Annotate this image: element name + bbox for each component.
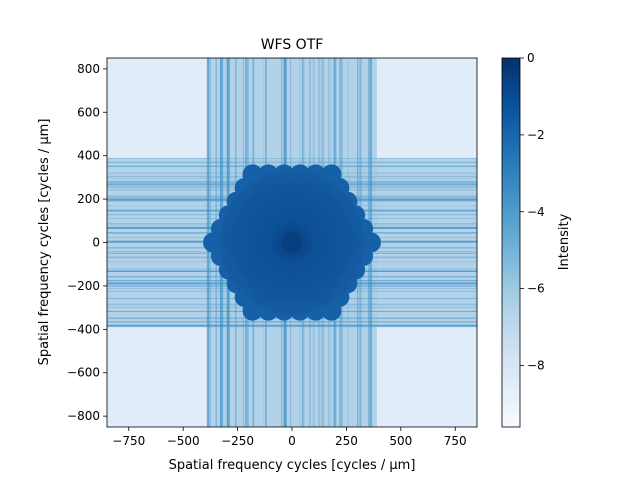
colorbar-gradient	[501, 57, 521, 428]
otf-center-peak	[282, 232, 302, 253]
x-axis: −750 −500 −250 0 250 500 750	[112, 427, 467, 448]
colorbar-label: Intensity	[557, 213, 572, 270]
colorbar: 0 −2 −4 −6 −8 Intensity	[501, 51, 572, 428]
y-tick-label: 600	[77, 105, 100, 119]
y-tick-label: −200	[67, 279, 100, 293]
colorbar-tick-label: −6	[527, 282, 545, 296]
y-tick-label: −800	[67, 409, 100, 423]
colorbar-ticks: 0 −2 −4 −6 −8	[520, 51, 545, 373]
y-tick-label: 400	[77, 149, 100, 163]
plot-area	[107, 58, 477, 427]
colorbar-tick-label: −2	[527, 128, 545, 142]
y-tick-label: 200	[77, 192, 100, 206]
chart-title: WFS OTF	[261, 37, 324, 53]
colorbar-tick-label: −8	[527, 359, 545, 373]
y-tick-label: 800	[77, 62, 100, 76]
x-tick-label: 250	[335, 434, 358, 448]
x-tick-label: −500	[167, 434, 200, 448]
y-tick-label: 0	[92, 236, 100, 250]
x-tick-label: 0	[288, 434, 296, 448]
y-tick-label: −400	[67, 322, 100, 336]
y-tick-label: −600	[67, 366, 100, 380]
x-tick-label: 750	[444, 434, 467, 448]
colorbar-tick-label: −4	[527, 205, 545, 219]
x-tick-label: 500	[389, 434, 412, 448]
x-axis-label: Spatial frequency cycles [cycles / μm]	[169, 458, 416, 473]
x-tick-label: −750	[112, 434, 145, 448]
colorbar-tick-label: 0	[527, 51, 535, 65]
y-axis-label: Spatial frequency cycles [cycles / μm]	[37, 119, 52, 366]
y-axis: −800 −600 −400 −200 0 200 400 600 800	[67, 62, 107, 423]
x-tick-label: −250	[221, 434, 254, 448]
